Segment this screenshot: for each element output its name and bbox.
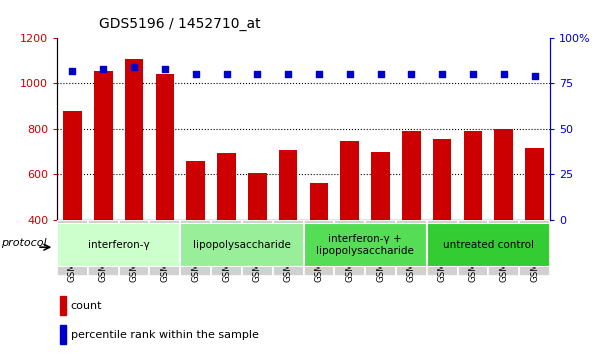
Text: GSM1304842: GSM1304842 [130,224,139,282]
Bar [59,325,66,344]
Text: GDS5196 / 1452710_at: GDS5196 / 1452710_at [99,17,261,31]
Text: GSM1304851: GSM1304851 [407,224,416,282]
Text: untreated control: untreated control [443,240,534,250]
Bar [119,220,150,276]
Bar [242,220,273,276]
Text: GSM1304847: GSM1304847 [284,224,293,282]
Point [129,64,139,70]
Point [99,66,108,72]
Bar [464,131,482,220]
Bar [180,223,304,267]
Text: GSM1304843: GSM1304843 [160,224,169,282]
Text: GSM1304846: GSM1304846 [253,224,262,282]
Bar [211,220,242,276]
Bar [186,160,205,220]
Point [252,72,262,77]
Bar [457,220,489,276]
Point [283,72,293,77]
Text: percentile rank within the sample: percentile rank within the sample [71,330,258,339]
Text: lipopolysaccharide: lipopolysaccharide [193,240,291,250]
Bar [334,220,365,276]
Bar [88,220,119,276]
Bar [489,220,519,276]
Text: GSM1304849: GSM1304849 [345,224,354,282]
Bar [63,111,82,220]
Bar [310,183,328,220]
Bar [248,173,267,220]
Bar [273,220,304,276]
Bar [396,220,427,276]
Bar [304,223,427,267]
Bar [427,223,550,267]
Point [68,68,78,74]
Bar [304,220,334,276]
Text: GSM1304838: GSM1304838 [499,224,508,282]
Bar [495,129,513,220]
Point [222,72,231,77]
Bar [125,58,144,220]
Bar [94,71,112,220]
Bar [340,140,359,220]
Bar [365,220,396,276]
Bar [57,223,180,267]
Bar [59,296,66,315]
Bar [433,139,451,220]
Bar [427,220,457,276]
Bar [57,220,88,276]
Text: count: count [71,301,102,310]
Bar [156,74,174,220]
Point [191,72,201,77]
Point [160,66,169,72]
Text: GSM1304850: GSM1304850 [376,224,385,282]
Bar [279,150,297,220]
Text: GSM1304841: GSM1304841 [99,224,108,282]
Text: GSM1304844: GSM1304844 [191,224,200,282]
Point [468,72,478,77]
Bar [150,220,180,276]
Text: interferon-γ: interferon-γ [88,240,150,250]
Point [529,73,539,79]
Text: GSM1304836: GSM1304836 [438,224,447,282]
Point [376,72,385,77]
Text: GSM1304839: GSM1304839 [530,224,539,282]
Text: GSM1304845: GSM1304845 [222,224,231,282]
Bar [371,152,390,220]
Bar [525,148,544,220]
Text: interferon-γ +
lipopolysaccharide: interferon-γ + lipopolysaccharide [316,234,414,256]
Text: protocol: protocol [1,238,47,248]
Point [438,72,447,77]
Bar [519,220,550,276]
Text: GSM1304837: GSM1304837 [468,224,477,282]
Point [499,72,508,77]
Point [314,72,324,77]
Bar [218,153,236,220]
Point [345,72,355,77]
Text: GSM1304848: GSM1304848 [314,224,323,282]
Bar [180,220,211,276]
Text: GSM1304840: GSM1304840 [68,224,77,282]
Bar [402,131,421,220]
Point [406,72,416,77]
